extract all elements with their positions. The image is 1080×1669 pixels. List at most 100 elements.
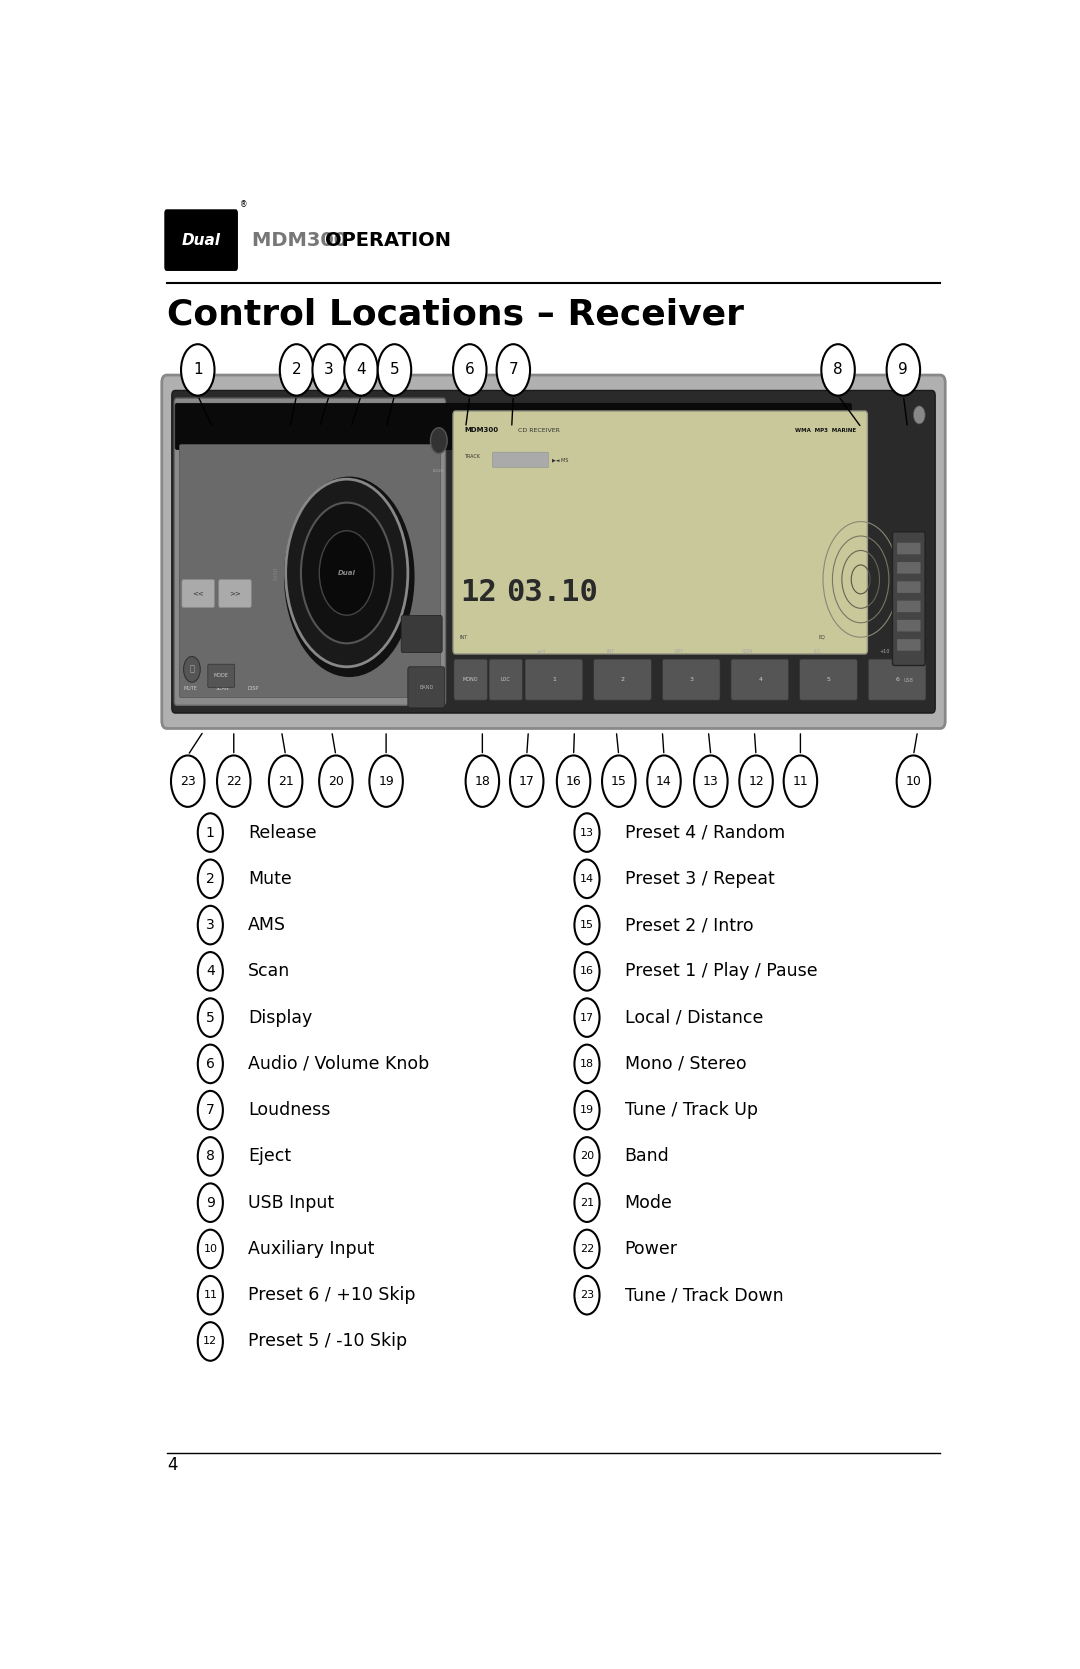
Circle shape bbox=[575, 1275, 599, 1315]
Circle shape bbox=[171, 756, 204, 806]
Text: 15: 15 bbox=[580, 920, 594, 930]
Text: MDM300: MDM300 bbox=[464, 427, 498, 434]
FancyBboxPatch shape bbox=[897, 639, 920, 651]
Text: OPERATION: OPERATION bbox=[325, 230, 451, 250]
Circle shape bbox=[575, 860, 599, 898]
Circle shape bbox=[312, 344, 346, 396]
Text: 18: 18 bbox=[474, 774, 490, 788]
Text: Preset 1 / Play / Pause: Preset 1 / Play / Pause bbox=[624, 963, 818, 980]
Text: 9: 9 bbox=[206, 1195, 215, 1210]
Text: 5: 5 bbox=[206, 1011, 215, 1025]
FancyBboxPatch shape bbox=[454, 659, 487, 701]
Circle shape bbox=[497, 344, 530, 396]
Circle shape bbox=[198, 1230, 222, 1268]
Text: MONO: MONO bbox=[463, 678, 478, 683]
Text: 3: 3 bbox=[206, 918, 215, 931]
Text: ⏻: ⏻ bbox=[189, 664, 194, 674]
Circle shape bbox=[575, 951, 599, 991]
Circle shape bbox=[198, 951, 222, 991]
Text: 22: 22 bbox=[580, 1243, 594, 1253]
Text: 1: 1 bbox=[193, 362, 203, 377]
Text: 23: 23 bbox=[180, 774, 195, 788]
Circle shape bbox=[198, 813, 222, 851]
Circle shape bbox=[784, 756, 818, 806]
Circle shape bbox=[198, 998, 222, 1036]
Text: LOUD: LOUD bbox=[433, 469, 445, 472]
FancyBboxPatch shape bbox=[892, 532, 926, 666]
Circle shape bbox=[198, 860, 222, 898]
Circle shape bbox=[269, 756, 302, 806]
FancyBboxPatch shape bbox=[174, 399, 446, 706]
Text: Auxiliary Input: Auxiliary Input bbox=[248, 1240, 375, 1258]
Text: 11: 11 bbox=[793, 774, 808, 788]
Circle shape bbox=[575, 906, 599, 945]
FancyBboxPatch shape bbox=[897, 542, 920, 554]
Text: 3: 3 bbox=[690, 678, 693, 683]
Circle shape bbox=[320, 756, 352, 806]
Circle shape bbox=[198, 1137, 222, 1175]
Circle shape bbox=[280, 344, 313, 396]
Circle shape bbox=[198, 1045, 222, 1083]
Circle shape bbox=[217, 756, 251, 806]
Text: 5: 5 bbox=[390, 362, 400, 377]
Text: CD RECEIVER: CD RECEIVER bbox=[518, 427, 561, 432]
Text: Preset 5 / -10 Skip: Preset 5 / -10 Skip bbox=[248, 1332, 407, 1350]
Circle shape bbox=[454, 344, 486, 396]
Text: 16: 16 bbox=[566, 774, 581, 788]
Text: Preset 6 / +10 Skip: Preset 6 / +10 Skip bbox=[248, 1287, 416, 1303]
Circle shape bbox=[198, 1322, 222, 1360]
Text: 19: 19 bbox=[378, 774, 394, 788]
Text: 6: 6 bbox=[206, 1056, 215, 1071]
FancyBboxPatch shape bbox=[731, 659, 788, 701]
Text: 22: 22 bbox=[226, 774, 242, 788]
Text: +10: +10 bbox=[880, 649, 890, 654]
Text: 11: 11 bbox=[203, 1290, 217, 1300]
Text: 13: 13 bbox=[703, 774, 718, 788]
FancyBboxPatch shape bbox=[897, 601, 920, 613]
Text: Mono / Stereo: Mono / Stereo bbox=[624, 1055, 746, 1073]
FancyBboxPatch shape bbox=[897, 581, 920, 592]
Text: RPT: RPT bbox=[674, 649, 684, 654]
Text: USB: USB bbox=[904, 678, 914, 683]
Circle shape bbox=[575, 1183, 599, 1222]
Circle shape bbox=[181, 344, 215, 396]
Text: BAND: BAND bbox=[419, 684, 433, 689]
Text: 4: 4 bbox=[166, 1455, 177, 1474]
Circle shape bbox=[431, 427, 447, 454]
Circle shape bbox=[198, 1092, 222, 1130]
Circle shape bbox=[914, 406, 926, 424]
Text: Display: Display bbox=[248, 1008, 312, 1026]
FancyBboxPatch shape bbox=[162, 376, 945, 728]
Text: 8: 8 bbox=[206, 1150, 215, 1163]
FancyBboxPatch shape bbox=[164, 209, 238, 270]
FancyBboxPatch shape bbox=[799, 659, 858, 701]
Text: 17: 17 bbox=[518, 774, 535, 788]
Text: 9: 9 bbox=[899, 362, 908, 377]
FancyBboxPatch shape bbox=[662, 659, 720, 701]
Text: -10: -10 bbox=[812, 649, 821, 654]
Circle shape bbox=[345, 344, 378, 396]
FancyBboxPatch shape bbox=[181, 579, 215, 608]
Text: Tune / Track Down: Tune / Track Down bbox=[624, 1287, 783, 1303]
Text: 20: 20 bbox=[328, 774, 343, 788]
Circle shape bbox=[320, 531, 375, 616]
Circle shape bbox=[198, 1183, 222, 1222]
Text: 21: 21 bbox=[278, 774, 294, 788]
Text: 3: 3 bbox=[324, 362, 334, 377]
Circle shape bbox=[557, 756, 591, 806]
Text: ®: ® bbox=[240, 200, 247, 209]
Text: 14: 14 bbox=[657, 774, 672, 788]
Text: Dual: Dual bbox=[181, 232, 220, 247]
Circle shape bbox=[647, 756, 680, 806]
Text: 12: 12 bbox=[203, 1337, 217, 1347]
FancyBboxPatch shape bbox=[525, 659, 583, 701]
Circle shape bbox=[198, 906, 222, 945]
Text: AMS: AMS bbox=[248, 916, 286, 935]
Circle shape bbox=[575, 998, 599, 1036]
FancyBboxPatch shape bbox=[492, 452, 549, 467]
Text: 13: 13 bbox=[580, 828, 594, 838]
Text: Band: Band bbox=[624, 1147, 670, 1165]
Text: ►/II: ►/II bbox=[538, 649, 546, 654]
Text: USB Input: USB Input bbox=[248, 1193, 334, 1212]
Text: 19: 19 bbox=[580, 1105, 594, 1115]
